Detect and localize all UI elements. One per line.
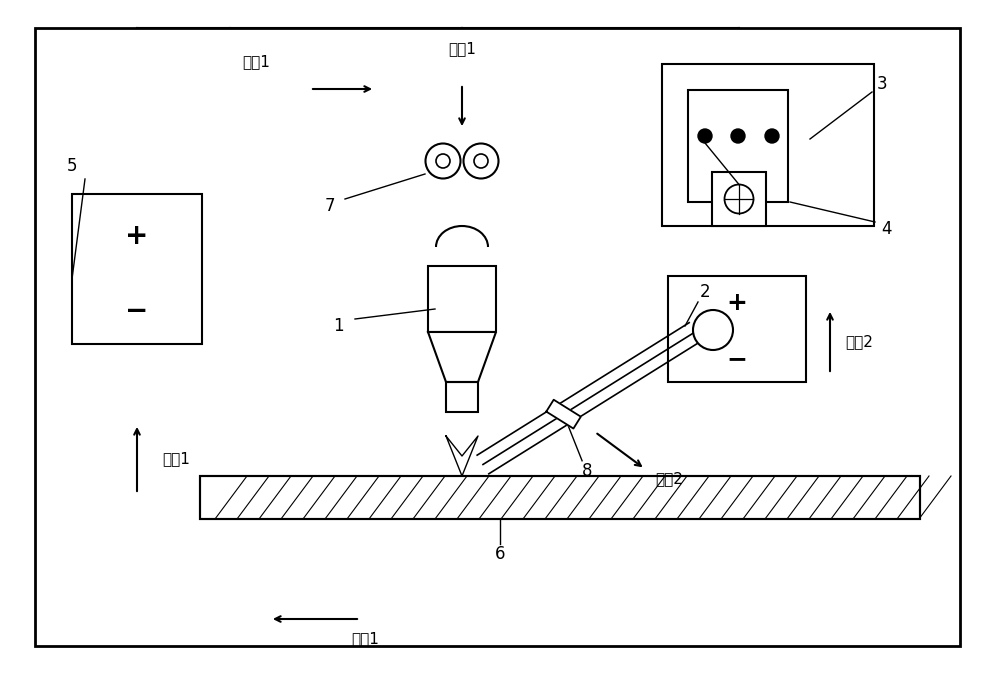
Text: 支入1: 支入1	[351, 632, 379, 646]
Circle shape	[426, 144, 460, 179]
Bar	[688, 90, 788, 202]
Polygon shape	[428, 332, 496, 382]
Circle shape	[724, 185, 754, 214]
Bar	[712, 172, 766, 226]
Circle shape	[731, 129, 745, 143]
Text: +: +	[125, 222, 149, 250]
Text: −: −	[125, 297, 149, 325]
Text: 支入2: 支入2	[655, 472, 683, 487]
Text: 支入2: 支入2	[845, 334, 873, 350]
Circle shape	[474, 154, 488, 168]
Circle shape	[436, 154, 450, 168]
Circle shape	[693, 310, 733, 350]
Text: 3: 3	[877, 75, 887, 93]
Text: 2: 2	[700, 283, 710, 301]
Text: 7: 7	[325, 197, 335, 215]
Circle shape	[463, 144, 498, 179]
Circle shape	[765, 129, 779, 143]
Text: 支入1: 支入1	[242, 55, 270, 69]
Bar	[446, 382, 478, 412]
Text: 4: 4	[882, 220, 892, 238]
Bar	[200, 476, 920, 519]
Polygon shape	[546, 400, 581, 429]
Text: −: −	[726, 346, 747, 371]
Bar	[662, 64, 874, 226]
Bar	[428, 266, 496, 332]
Text: 8: 8	[582, 462, 592, 480]
Text: 1: 1	[333, 317, 343, 335]
Bar	[72, 194, 202, 344]
Bar	[200, 476, 920, 519]
Circle shape	[698, 129, 712, 143]
Text: 电入1: 电入1	[448, 42, 476, 57]
Text: 支入1: 支入1	[162, 452, 190, 466]
Text: +: +	[727, 290, 747, 315]
Text: 5: 5	[67, 157, 77, 175]
Text: 6: 6	[495, 545, 505, 563]
Bar	[668, 276, 806, 382]
